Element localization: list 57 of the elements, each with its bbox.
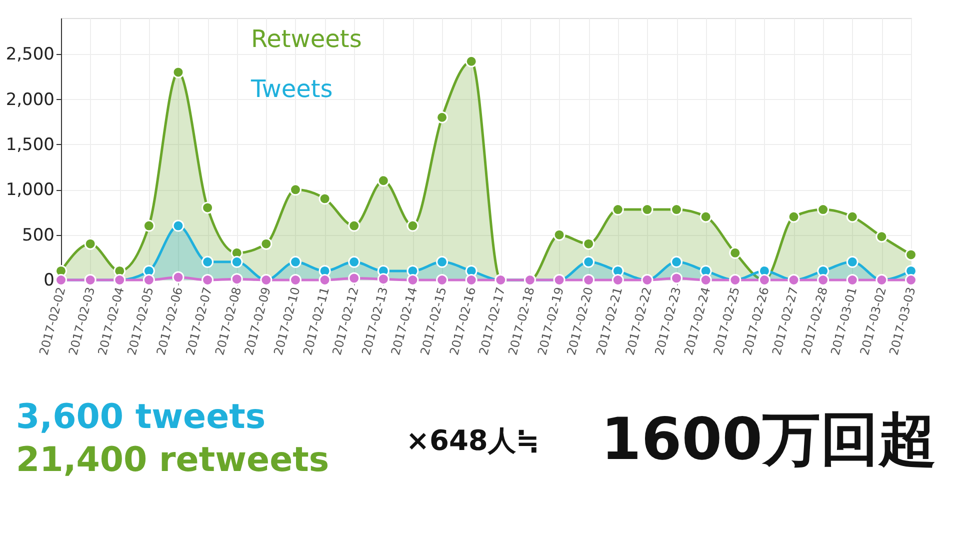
point	[670, 256, 683, 268]
point	[348, 256, 360, 268]
point	[582, 256, 595, 268]
text: 21,400 retweets	[16, 440, 330, 480]
point	[905, 274, 917, 286]
y-tick-label: 500	[22, 225, 54, 246]
point	[612, 274, 624, 286]
point	[700, 210, 712, 223]
point	[406, 220, 419, 232]
point	[553, 228, 566, 241]
text: Tweets	[250, 75, 333, 103]
point	[670, 272, 683, 284]
point	[84, 238, 96, 250]
point	[670, 204, 683, 216]
point	[348, 272, 360, 284]
point	[729, 246, 742, 259]
point	[172, 220, 184, 232]
point	[817, 274, 830, 286]
point	[318, 274, 331, 286]
y-tick-label: 1,500	[6, 134, 54, 155]
point	[142, 274, 155, 286]
point	[436, 111, 448, 124]
point	[318, 192, 331, 205]
point	[172, 66, 184, 78]
point	[230, 273, 243, 286]
point	[260, 238, 272, 250]
point	[465, 55, 478, 68]
point	[846, 256, 858, 268]
text: 3,600 tweets	[16, 397, 266, 437]
point	[406, 274, 419, 286]
point	[377, 174, 390, 187]
point	[876, 230, 888, 243]
point	[846, 274, 858, 286]
point	[436, 256, 448, 268]
point	[788, 210, 800, 223]
point	[582, 238, 595, 250]
point	[289, 184, 302, 196]
point	[142, 220, 155, 232]
y-tick-label: 0	[44, 270, 54, 290]
point	[230, 256, 243, 268]
point	[289, 256, 302, 268]
text: Retweets	[251, 25, 362, 53]
point	[289, 274, 302, 286]
y-tick-label: 2,000	[6, 90, 54, 110]
text: 1600万回超	[601, 405, 936, 473]
point	[436, 274, 448, 286]
point	[172, 271, 184, 284]
point	[700, 274, 712, 286]
point	[846, 210, 858, 223]
point	[465, 274, 478, 286]
point	[348, 220, 360, 232]
text: ×648人≒	[406, 424, 540, 457]
point	[582, 274, 595, 286]
y-tick-label: 2,500	[6, 44, 54, 65]
y-tick-label: 1,000	[6, 180, 54, 200]
point	[202, 274, 214, 286]
point	[817, 204, 830, 216]
